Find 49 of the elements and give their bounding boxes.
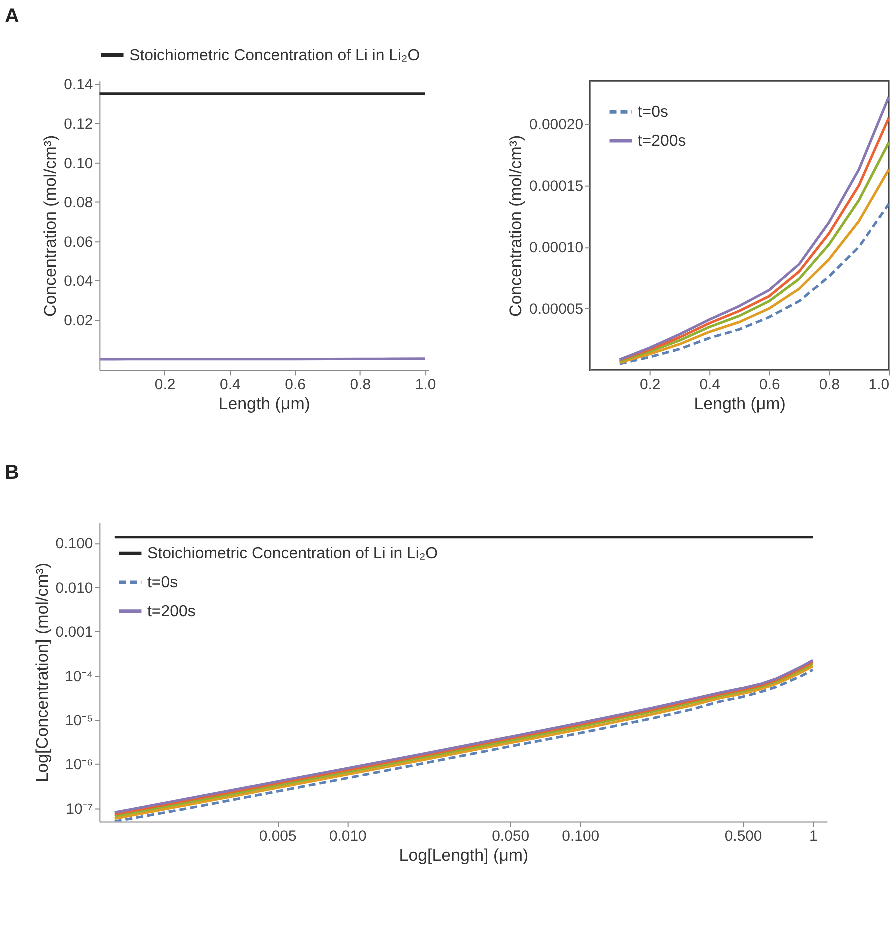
y-tick-label: 0.06 — [64, 234, 94, 251]
x-tick-label: 0.500 — [724, 828, 762, 846]
x-tick-label: 1.0 — [868, 376, 890, 394]
y-tick-label: 0.00010 — [530, 240, 584, 257]
y-tick-label: 0.00020 — [530, 116, 584, 134]
y-axis-title: Log[Concentration] (mol/cm³) — [32, 563, 52, 782]
legend-label: t=200s — [148, 603, 196, 620]
y-axis-title: Concentration (mol/cm³) — [506, 135, 526, 318]
legend-label: Stoichiometric Concentration of Li in Li₂O — [148, 546, 438, 563]
x-tick-label: 0.4 — [220, 376, 241, 394]
y-tick-label: 0.08 — [64, 194, 94, 212]
x-axis-title: Length (μm) — [694, 394, 786, 414]
y-tick-label: 10⁻⁶ — [65, 756, 94, 774]
x-tick-label: 1.0 — [415, 376, 436, 394]
x-tick-label: 0.6 — [760, 376, 780, 394]
line-series — [618, 202, 890, 366]
y-tick-label: 0.00005 — [530, 301, 584, 318]
text: B — [4, 462, 20, 484]
x-tick-label: 0.050 — [492, 828, 530, 846]
x-tick-label: 0.6 — [285, 376, 306, 394]
y-tick-label: 10⁻⁵ — [65, 712, 94, 730]
y-tick-label: 0.001 — [56, 624, 94, 642]
x-tick-label: 1 — [809, 828, 818, 846]
y-tick-label: 0.010 — [56, 580, 94, 597]
y-tick-label: 0.100 — [56, 536, 94, 553]
x-tick-label: 0.005 — [259, 828, 297, 846]
x-tick-label: 0.2 — [640, 376, 661, 394]
y-tick-label: 0.10 — [64, 155, 94, 172]
x-tick-label: 0.2 — [154, 376, 176, 394]
x-tick-label: 0.100 — [562, 828, 600, 846]
y-tick-label: 10⁻⁴ — [65, 668, 94, 686]
x-tick-label: 0.8 — [819, 376, 840, 394]
x-tick-label: 0.010 — [329, 828, 367, 846]
legend-label: t=0s — [638, 104, 668, 122]
y-tick-label: 0.14 — [64, 76, 94, 94]
legend-label: Stoichiometric Concentration of Li in Li₂O — [130, 47, 420, 64]
text: A — [4, 5, 20, 28]
y-tick-label: 0.00015 — [530, 178, 584, 196]
x-tick-label: 0.8 — [350, 376, 372, 394]
legend-label: t=0s — [148, 574, 178, 592]
y-tick-label: 0.12 — [64, 116, 94, 133]
y-tick-label: 0.02 — [64, 312, 94, 330]
x-axis-title: Length (μm) — [218, 394, 310, 414]
y-axis-title: Concentration (mol/cm³) — [41, 135, 60, 318]
y-tick-label: 10⁻⁷ — [66, 800, 94, 818]
x-tick-label: 0.4 — [700, 376, 721, 394]
x-axis-title: Log[Length] (μm) — [399, 846, 529, 866]
y-tick-label: 0.04 — [64, 273, 94, 290]
legend-label: t=200s — [638, 132, 686, 150]
